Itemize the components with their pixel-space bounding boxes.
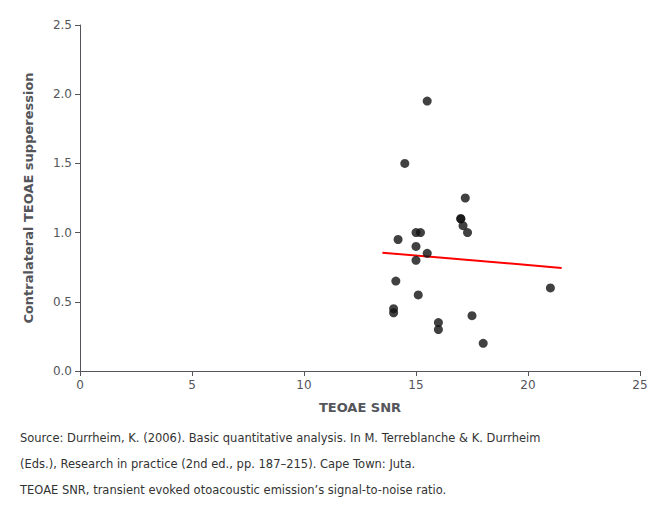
svg-text:0: 0 (76, 378, 84, 392)
svg-text:10: 10 (296, 378, 311, 392)
svg-text:15: 15 (408, 378, 423, 392)
svg-text:0.5: 0.5 (53, 295, 72, 309)
svg-text:20: 20 (520, 378, 535, 392)
svg-text:5: 5 (188, 378, 196, 392)
svg-text:Contralateral TEOAE supperessi: Contralateral TEOAE supperession (21, 72, 36, 323)
svg-text:TEOAE SNR, transient evoked ot: TEOAE SNR, transient evoked otoacoustic … (19, 483, 446, 497)
svg-text:2.0: 2.0 (53, 87, 72, 101)
svg-text:Source: Durrheim, K. (2006). B: Source: Durrheim, K. (2006). Basic quant… (20, 431, 541, 445)
svg-text:1.5: 1.5 (53, 156, 72, 170)
svg-text:(Eds.), Research in practice (: (Eds.), Research in practice (2nd ed., p… (20, 457, 415, 471)
svg-text:0.0: 0.0 (53, 364, 72, 378)
svg-text:TEOAE SNR: TEOAE SNR (319, 400, 401, 415)
svg-text:2.5: 2.5 (53, 18, 72, 32)
svg-text:1.0: 1.0 (53, 226, 72, 240)
svg-text:25: 25 (632, 378, 647, 392)
